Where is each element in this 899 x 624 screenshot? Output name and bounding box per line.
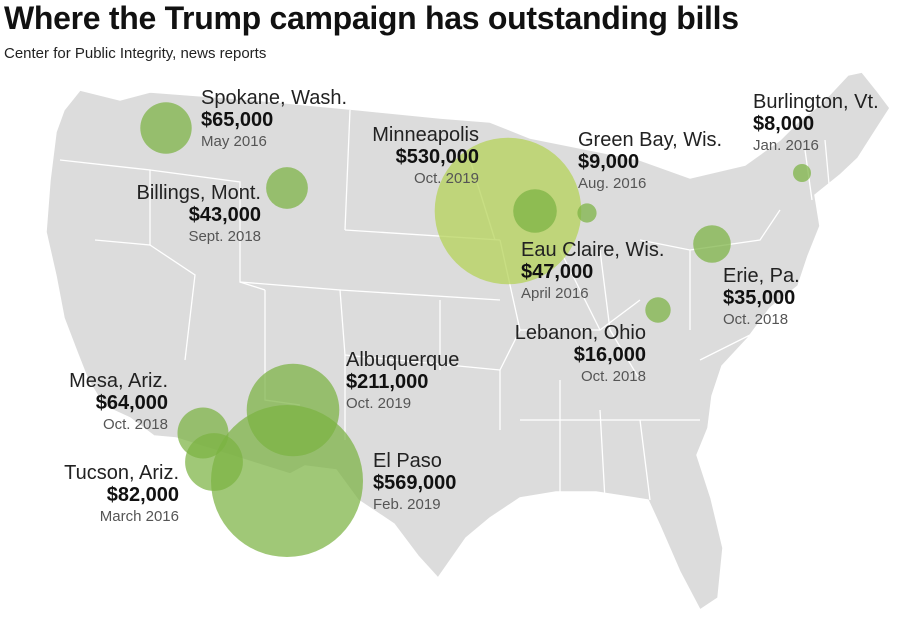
bill-amount: $16,000	[573, 344, 646, 366]
city-name: Minneapolis	[372, 124, 479, 146]
bubble-albuquerque	[246, 363, 340, 457]
bubble-greenbay	[577, 203, 597, 223]
city-name: Spokane, Wash.	[201, 87, 348, 109]
bill-amount: $9,000	[578, 151, 640, 173]
bill-date: Sept. 2018	[188, 228, 261, 245]
label-mesa: Mesa, Ariz. $64,000 Oct. 2018	[69, 371, 168, 432]
bill-date: April 2016	[521, 285, 589, 302]
bill-amount: $8,000	[753, 113, 815, 135]
bill-date: May 2016	[201, 133, 267, 150]
bubble-billings	[266, 167, 308, 209]
bubble-layer	[140, 102, 811, 557]
bubble-mesa	[177, 407, 229, 459]
city-name: Burlington, Vt.	[753, 91, 879, 113]
bill-amount: $569,000	[373, 472, 457, 494]
city-name: Mesa, Ariz.	[69, 370, 168, 392]
bill-date: Jan. 2016	[753, 137, 819, 154]
bill-amount: $82,000	[106, 484, 179, 506]
city-name: Eau Claire, Wis.	[521, 239, 665, 261]
bill-date: Aug. 2016	[578, 175, 647, 192]
label-green-bay: Green Bay, Wis. $9,000 Aug. 2016	[578, 130, 722, 191]
bill-amount: $211,000	[346, 371, 429, 393]
bill-date: Oct. 2018	[102, 416, 168, 433]
map-source: Center for Public Integrity, news report…	[4, 45, 267, 62]
label-erie: Erie, Pa. $35,000 Oct. 2018	[723, 266, 800, 327]
map-title: Where the Trump campaign has outstanding…	[4, 0, 739, 36]
label-spokane: Spokane, Wash. $65,000 May 2016	[201, 88, 347, 149]
bill-date: March 2016	[99, 508, 179, 525]
city-name: Erie, Pa.	[723, 265, 800, 287]
city-name: Lebanon, Ohio	[514, 322, 646, 344]
city-name: Tucson, Ariz.	[64, 462, 179, 484]
bill-date: Oct. 2019	[413, 170, 479, 187]
bill-date: Feb. 2019	[373, 496, 441, 513]
bubble-lebanon	[645, 297, 671, 323]
bubble-minneapolis	[434, 137, 582, 285]
bubble-burlington	[793, 164, 811, 182]
label-albuquerque: Albuquerque $211,000 Oct. 2019	[346, 350, 459, 411]
bill-amount: $65,000	[201, 109, 274, 131]
bill-amount: $47,000	[521, 261, 594, 283]
city-name: El Paso	[373, 450, 442, 472]
label-tucson: Tucson, Ariz. $82,000 March 2016	[64, 463, 179, 524]
bill-amount: $43,000	[188, 204, 261, 226]
label-lebanon: Lebanon, Ohio $16,000 Oct. 2018	[515, 323, 646, 384]
label-billings: Billings, Mont. $43,000 Sept. 2018	[137, 183, 262, 244]
bill-amount: $530,000	[395, 146, 479, 168]
label-burlington: Burlington, Vt. $8,000 Jan. 2016	[753, 92, 879, 153]
label-minneapolis: Minneapolis $530,000 Oct. 2019	[372, 125, 479, 186]
bill-date: Oct. 2018	[580, 368, 646, 385]
label-eau-claire: Eau Claire, Wis. $47,000 April 2016	[521, 240, 664, 301]
city-name: Green Bay, Wis.	[578, 129, 723, 151]
bubble-spokane	[140, 102, 192, 154]
bill-date: Oct. 2019	[346, 395, 412, 412]
bubble-eauclaire	[513, 189, 557, 233]
bubble-erie	[693, 225, 731, 263]
city-name: Billings, Mont.	[136, 182, 262, 204]
label-el-paso: El Paso $569,000 Feb. 2019	[373, 451, 456, 512]
us-land	[45, 71, 891, 612]
bill-date: Oct. 2018	[723, 311, 789, 328]
bill-amount: $64,000	[95, 392, 168, 414]
bill-amount: $35,000	[723, 287, 796, 309]
city-name: Albuquerque	[346, 349, 460, 371]
